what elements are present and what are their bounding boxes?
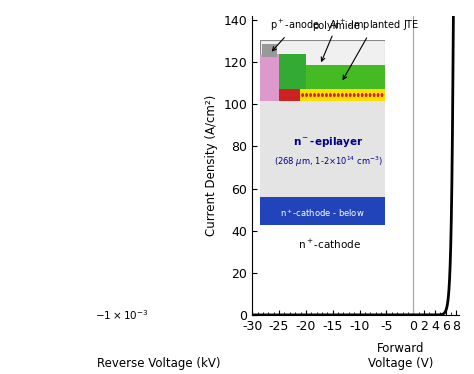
Y-axis label: Current Density (A/cm²): Current Density (A/cm²) — [205, 95, 218, 236]
Text: Reverse Voltage (kV): Reverse Voltage (kV) — [97, 357, 220, 370]
Text: $-1\times10^{-3}$: $-1\times10^{-3}$ — [95, 308, 149, 322]
Text: n$^+$-cathode: n$^+$-cathode — [298, 238, 361, 251]
Text: Forward
Voltage (V): Forward Voltage (V) — [368, 342, 433, 370]
